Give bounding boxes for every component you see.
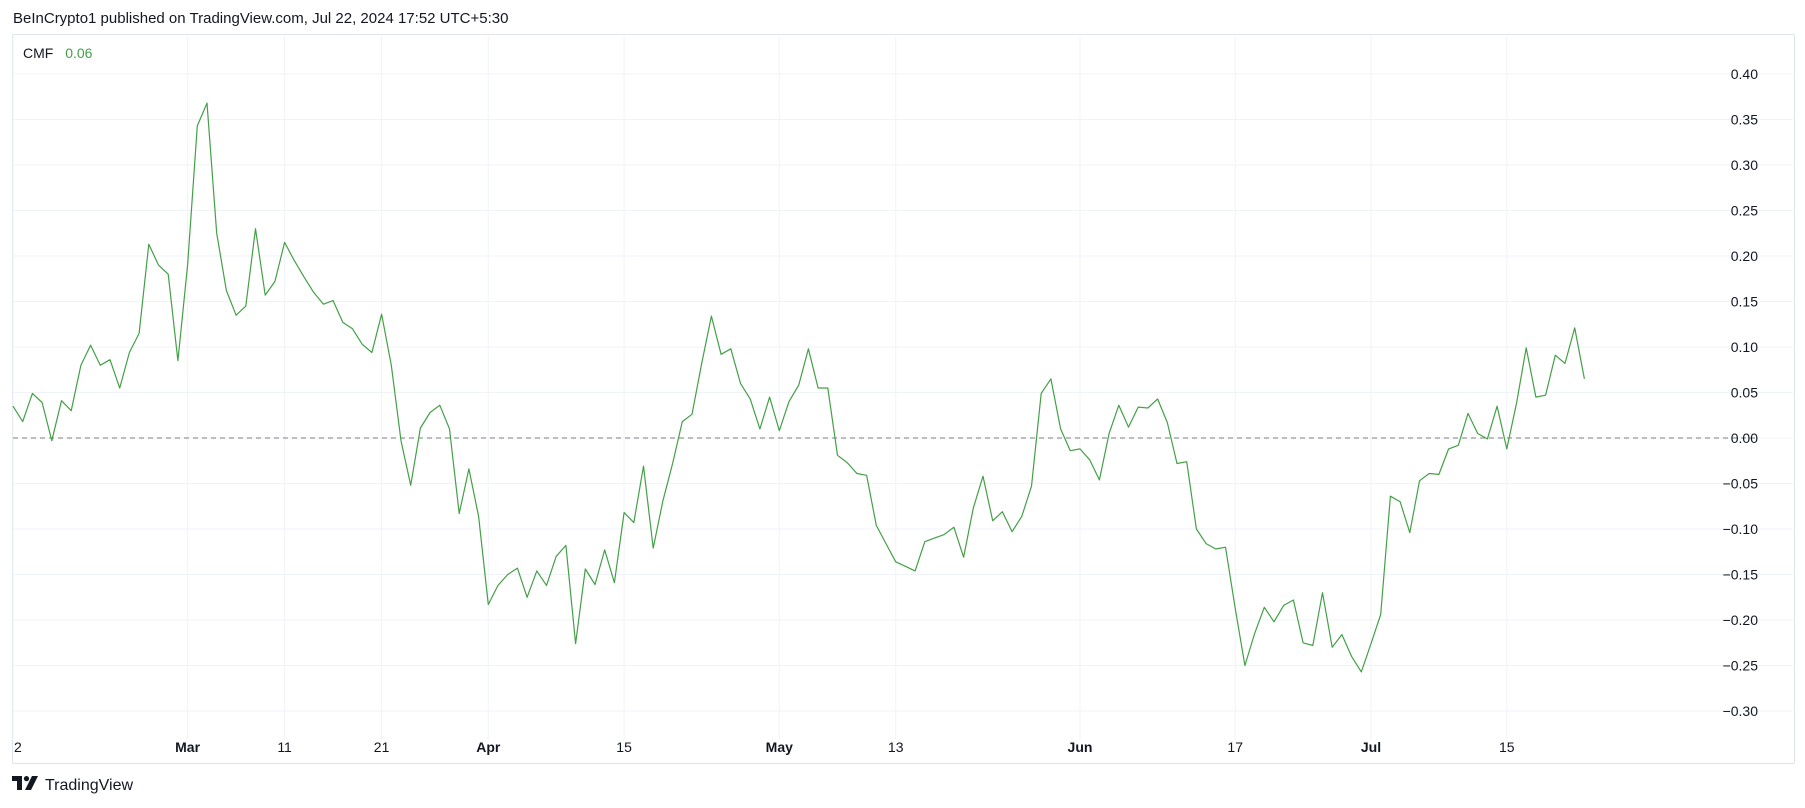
- x-tick-label: 17: [1227, 739, 1243, 755]
- x-tick-label: 21: [374, 739, 390, 755]
- publisher-header: BeInCrypto1 published on TradingView.com…: [13, 10, 509, 27]
- x-tick-label: 15: [1499, 739, 1515, 755]
- y-tick-label: 0.20: [1731, 248, 1758, 264]
- y-tick-label: −0.20: [1723, 612, 1759, 628]
- y-axis: 0.40 0.35 0.30 0.25 0.20 0.15 0.10 0.05 0.00 −0.0…: [1723, 66, 1759, 719]
- y-tick-label: 0.30: [1731, 157, 1758, 173]
- footer-brand[interactable]: TradingView: [12, 776, 133, 795]
- x-tick-label: Jul: [1361, 739, 1381, 755]
- y-tick-label: −0.25: [1723, 658, 1759, 674]
- y-tick-label: 0.00: [1731, 430, 1758, 446]
- y-tick-label: −0.15: [1723, 567, 1759, 583]
- x-tick-label: Mar: [175, 739, 200, 755]
- tradingview-logo-icon: [12, 776, 40, 795]
- y-tick-label: −0.05: [1723, 476, 1759, 492]
- series-layer: [12, 102, 1585, 673]
- y-tick-label: 0.35: [1731, 112, 1758, 128]
- y-tick-label: −0.10: [1723, 521, 1759, 537]
- x-tick-label: 11: [277, 739, 292, 755]
- y-tick-label: −0.30: [1723, 703, 1759, 719]
- y-tick-label: 0.10: [1731, 339, 1758, 355]
- x-tick-label: Jun: [1068, 739, 1093, 755]
- cmf-series-line[interactable]: [12, 102, 1585, 673]
- y-tick-label: 0.05: [1731, 385, 1758, 401]
- x-tick-label: 15: [616, 739, 632, 755]
- x-tick-label: Apr: [476, 739, 501, 755]
- indicator-name: CMF: [23, 45, 54, 61]
- y-tick-label: 0.15: [1731, 294, 1758, 310]
- brand-name: TradingView: [45, 776, 134, 794]
- x-tick-label: 13: [888, 739, 904, 755]
- x-axis: 2 Mar 11 21 Apr 15 May 13 Jun 17 Jul 15: [14, 739, 1515, 755]
- x-tick-label: 2: [14, 739, 22, 755]
- grid-lines: [12, 36, 1793, 740]
- y-tick-label: 0.25: [1731, 203, 1758, 219]
- y-tick-label: 0.40: [1731, 66, 1758, 82]
- indicator-value: 0.06: [65, 45, 93, 61]
- x-tick-label: May: [766, 739, 793, 755]
- indicator-legend[interactable]: CMF 0.06: [23, 45, 92, 61]
